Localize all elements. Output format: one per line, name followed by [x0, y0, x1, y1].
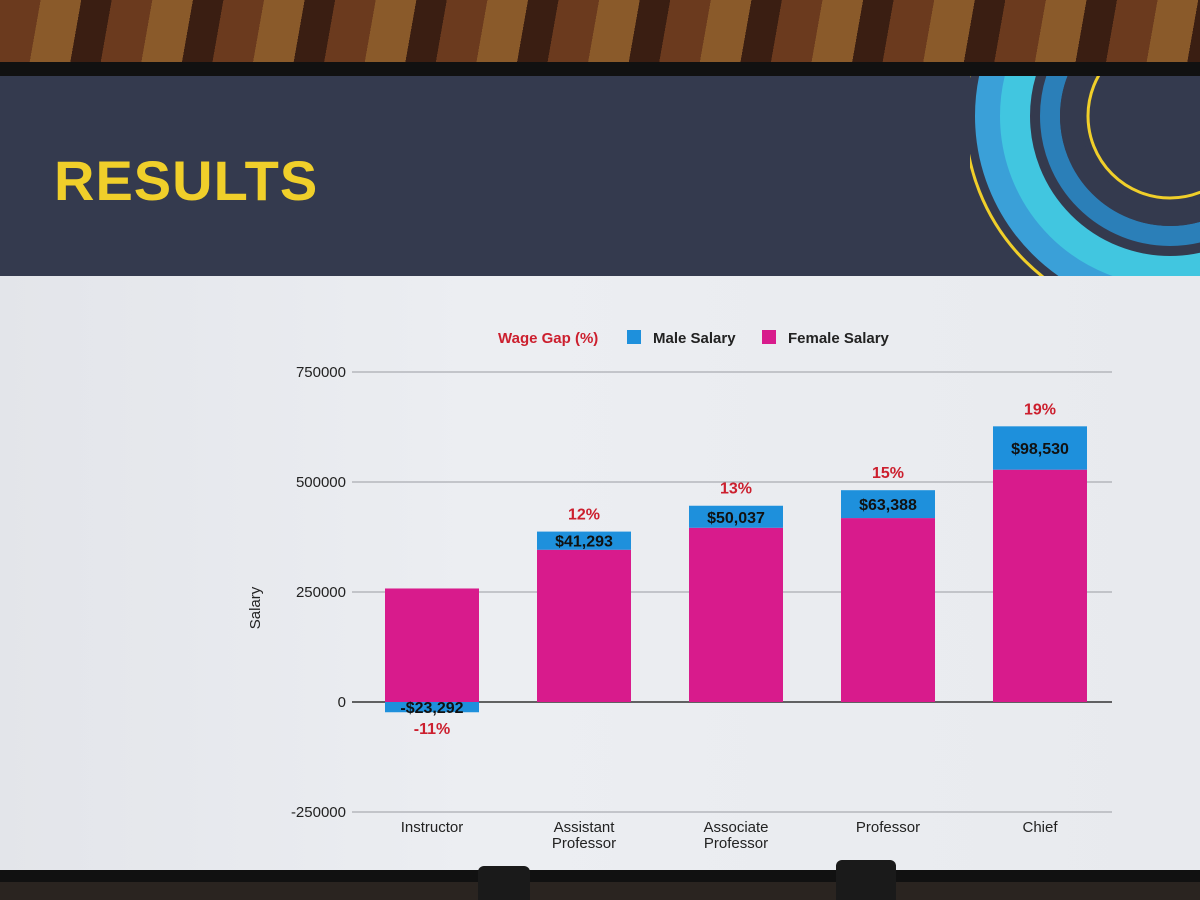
- y-tick-label: 500000: [296, 474, 346, 491]
- bar-male-salary: [689, 505, 783, 528]
- chart-legend: Wage Gap (%) Male Salary Female Salary: [498, 330, 890, 347]
- data-label-wage-gap-pct: 13%: [720, 481, 752, 498]
- y-tick-label: 750000: [296, 364, 346, 381]
- y-axis-label: Salary: [247, 586, 264, 629]
- legend-label: Male Salary: [653, 330, 736, 347]
- data-label-gap: -$23,292: [400, 700, 463, 717]
- bar-female-salary: [385, 588, 479, 702]
- x-axis-ticks: Instructor Assistant Professor Associate Pro…: [401, 819, 1059, 852]
- legend-label: Female Salary: [788, 330, 890, 347]
- bar-male-salary: [537, 531, 631, 550]
- x-tick-label: Instructor: [401, 819, 464, 836]
- data-label-wage-gap-pct: 12%: [568, 507, 600, 524]
- data-label-gap: $50,037: [707, 510, 765, 527]
- slide-title: RESULTS: [54, 149, 319, 212]
- data-label-gap: $41,293: [555, 534, 613, 551]
- data-label-wage-gap-pct: 15%: [872, 465, 904, 482]
- ceiling-background: [0, 0, 1200, 70]
- bar-male-salary: [993, 426, 1087, 470]
- bar-female-salary: [537, 549, 631, 702]
- data-label-wage-gap-pct: -11%: [414, 721, 450, 738]
- y-tick-label: -250000: [291, 804, 346, 821]
- y-tick-label: 250000: [296, 584, 346, 601]
- bar-male-salary: [841, 490, 935, 519]
- bar-male-salary: [385, 702, 479, 713]
- x-tick-label: Professor: [856, 819, 920, 836]
- monitor-stand-right: [836, 860, 896, 900]
- legend-label: Wage Gap (%): [498, 330, 598, 347]
- data-label-gap: $63,388: [859, 497, 917, 514]
- x-tick-label: Chief: [1022, 819, 1058, 836]
- x-tick-label: Assistant Professor: [552, 819, 616, 852]
- legend-swatch: [762, 330, 776, 344]
- decorative-ring-graphic: [970, 76, 1200, 276]
- bar-female-salary: [841, 518, 935, 702]
- monitor-stand-left: [478, 866, 530, 900]
- y-tick-label: 0: [338, 694, 346, 711]
- y-axis-ticks: 750000 500000 250000 0 -250000: [291, 364, 346, 821]
- data-label-gap: $98,530: [1011, 441, 1069, 458]
- bar-female-salary: [689, 527, 783, 702]
- chart-bars: -$23,292 -11% $41,293 12% $50,037 13% $63,388 1…: [385, 401, 1087, 738]
- bar-female-salary: [993, 469, 1087, 702]
- legend-swatch: [627, 330, 641, 344]
- x-tick-label: Associate Professor: [703, 819, 768, 852]
- data-label-wage-gap-pct: 19%: [1024, 401, 1056, 418]
